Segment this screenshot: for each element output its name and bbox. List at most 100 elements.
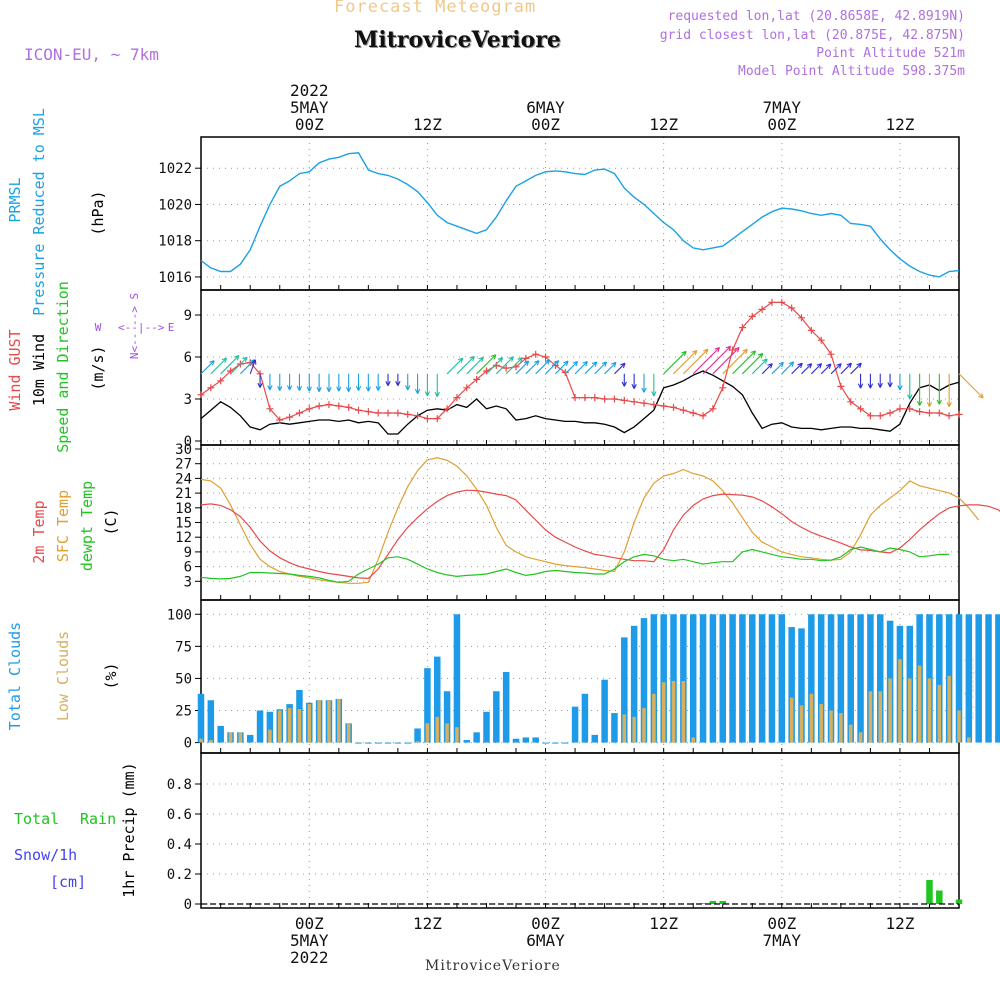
- wind-arrow: [495, 356, 514, 375]
- low-cloud-bar: [238, 732, 243, 743]
- low-cloud-bar: [898, 659, 902, 743]
- total-cloud-bar: [532, 737, 539, 743]
- wind-arrow: [375, 373, 381, 391]
- dewpt-line: [200, 546, 950, 583]
- gust-marker: [542, 353, 550, 361]
- panel-frame: [200, 599, 960, 754]
- gust-marker: [788, 304, 796, 312]
- y-tick-label: 0: [184, 434, 192, 450]
- total-cloud-bar: [788, 627, 795, 743]
- gust-marker: [758, 305, 766, 313]
- model-label: ICON-EU, ~ 7km: [24, 45, 159, 64]
- gust-marker: [640, 399, 648, 407]
- low-cloud-bar: [209, 740, 213, 743]
- wind-arrow: [604, 361, 617, 375]
- total-cloud-bar: [502, 672, 510, 743]
- gust-marker: [660, 402, 668, 410]
- gust-marker: [315, 402, 323, 410]
- total-cloud-bar: [424, 668, 431, 743]
- snow-unit-label: [cm]: [50, 873, 86, 891]
- wind-arrow: [916, 373, 923, 406]
- y-tick-label: 3: [184, 574, 192, 590]
- pressure-line: [200, 152, 960, 278]
- top-time-label: 7MAY: [763, 98, 802, 117]
- rain-label: Rain: [80, 810, 116, 828]
- total-cloud-bar: [404, 742, 411, 744]
- y-tick-label: 100: [167, 607, 192, 623]
- wind-arrow: [545, 360, 560, 375]
- wind-arrow: [316, 373, 322, 393]
- wind-arrow: [286, 373, 293, 391]
- gust-marker: [404, 410, 412, 418]
- total-cloud-bar: [394, 742, 402, 744]
- wind-arrow: [761, 363, 773, 375]
- gust-marker: [906, 405, 914, 413]
- gust-markers: [197, 298, 963, 424]
- low-cloud-bar: [799, 705, 804, 743]
- rain-bar: [709, 901, 717, 904]
- total-cloud-bar: [817, 614, 825, 743]
- y-tick-label: 9: [184, 545, 192, 561]
- gust-marker: [551, 361, 559, 369]
- pressure-unit-label: (hPa): [89, 190, 107, 235]
- bottom-time-label: 2022: [290, 948, 329, 967]
- low-cloud-bar: [622, 714, 627, 743]
- wind-arrow: [781, 361, 795, 375]
- wind-arrow: [857, 373, 864, 389]
- total-cloud-bar: [680, 614, 687, 743]
- gust-marker: [374, 409, 382, 417]
- low-cloud-bar: [848, 724, 853, 743]
- low-cloud-bar: [927, 678, 932, 743]
- low-cloud-bar: [691, 737, 695, 743]
- compass-rose: W E<--|-->N<-- --> S: [95, 293, 175, 359]
- low-cloud-bar: [317, 700, 321, 743]
- wind-arrow: [230, 356, 248, 375]
- wind-arrow: [466, 356, 484, 375]
- gust-marker: [591, 394, 599, 402]
- wind-arrow: [515, 360, 530, 375]
- gust-marker: [876, 412, 884, 420]
- low-cloud-bar: [789, 697, 794, 743]
- temp-2m-line: [200, 489, 1000, 580]
- y-tick-label: 6: [184, 560, 192, 576]
- top-time-label: 12Z: [413, 115, 442, 134]
- wind-label: 10m Wind: [30, 334, 48, 406]
- total-cloud-bar: [493, 691, 500, 743]
- total-cloud-bar: [217, 725, 224, 743]
- wind-arrow: [742, 352, 764, 375]
- gust-marker: [827, 350, 835, 358]
- low-cloud-bar: [346, 723, 351, 743]
- wind-arrow: [555, 360, 569, 375]
- wind-arrow: [249, 359, 257, 374]
- y-tick-label: 24: [175, 471, 192, 487]
- gust-marker: [797, 314, 805, 322]
- wind-arrow: [476, 354, 497, 375]
- low-cloud-bar: [937, 684, 942, 743]
- gust-marker: [857, 405, 865, 413]
- wind-arrow: [907, 373, 913, 400]
- gust-marker: [443, 405, 451, 413]
- bottom-time-label: 6MAY: [526, 931, 565, 950]
- sfc-temp-label: SFC Temp: [54, 490, 72, 562]
- gust-marker: [384, 409, 392, 417]
- wind-arrow: [614, 362, 626, 375]
- gust-marker: [748, 312, 756, 320]
- wind-arrow: [535, 359, 551, 375]
- gust-marker: [886, 409, 894, 417]
- low-cloud-bar: [917, 665, 922, 743]
- wind-arrow: [257, 373, 263, 388]
- y-tick-label: 3: [184, 392, 192, 408]
- gust-marker: [364, 408, 372, 416]
- wind-arrow: [355, 373, 362, 391]
- panel-precip: 0 0.2 0.4 0.6 0.8: [167, 752, 960, 913]
- total-cloud-bar: [739, 614, 746, 743]
- gust-marker: [650, 401, 658, 409]
- gust-marker: [866, 412, 874, 420]
- gust-marker: [955, 410, 963, 418]
- low-cloud-bar: [435, 716, 440, 743]
- wind-arrow: [771, 361, 784, 375]
- total-cloud-bar: [630, 625, 638, 743]
- low-cloud-bar: [661, 682, 666, 743]
- total-cloud-bar: [847, 614, 854, 743]
